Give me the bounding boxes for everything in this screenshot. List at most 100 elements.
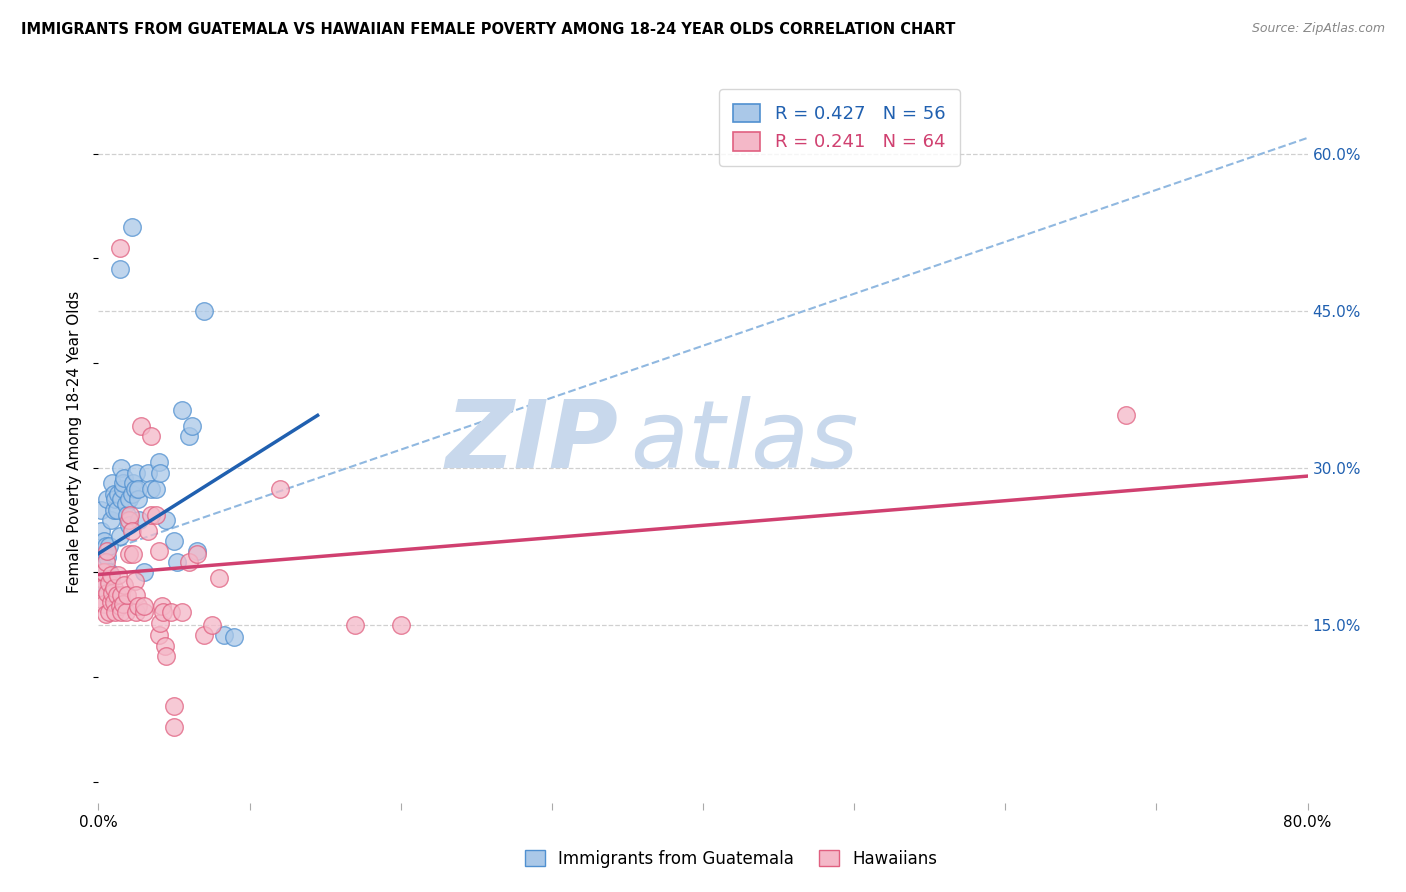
Point xyxy=(389,617,412,632)
Point xyxy=(91,581,114,595)
Point xyxy=(136,466,159,480)
Point xyxy=(98,605,121,619)
Point xyxy=(98,539,121,553)
Point xyxy=(136,524,159,538)
Text: IMMIGRANTS FROM GUATEMALA VS HAWAIIAN FEMALE POVERTY AMONG 18-24 YEAR OLDS CORRE: IMMIGRANTS FROM GUATEMALA VS HAWAIIAN FE… xyxy=(21,22,956,37)
Point xyxy=(181,418,204,433)
Point xyxy=(90,591,112,606)
Point xyxy=(96,586,118,600)
Point xyxy=(201,617,224,632)
Point xyxy=(110,589,132,603)
Point xyxy=(118,513,141,527)
Point xyxy=(121,524,143,538)
Point xyxy=(148,544,170,558)
Point xyxy=(89,571,111,585)
Point xyxy=(125,466,148,480)
Point xyxy=(141,429,163,443)
Point xyxy=(127,492,149,507)
Point xyxy=(110,460,132,475)
Point xyxy=(105,589,128,603)
Point xyxy=(186,544,208,558)
Point xyxy=(155,649,177,664)
Point xyxy=(118,518,141,533)
Point xyxy=(170,605,193,619)
Point xyxy=(94,581,117,595)
Point xyxy=(115,589,138,603)
Point xyxy=(193,628,215,642)
Point xyxy=(108,241,131,255)
Point xyxy=(103,502,125,516)
Point xyxy=(103,581,125,595)
Point xyxy=(269,482,291,496)
Point xyxy=(90,502,112,516)
Point xyxy=(100,595,122,609)
Point xyxy=(94,555,117,569)
Point xyxy=(94,539,117,553)
Point xyxy=(104,492,127,507)
Point xyxy=(160,605,183,619)
Point xyxy=(132,605,155,619)
Point xyxy=(100,567,122,582)
Text: ZIP: ZIP xyxy=(446,395,619,488)
Point xyxy=(166,555,188,569)
Point xyxy=(118,547,141,561)
Point xyxy=(103,487,125,501)
Legend: R = 0.427   N = 56, R = 0.241   N = 64: R = 0.427 N = 56, R = 0.241 N = 64 xyxy=(718,89,960,166)
Point xyxy=(100,571,122,585)
Point xyxy=(93,566,115,580)
Point xyxy=(104,605,127,619)
Point xyxy=(121,219,143,234)
Point xyxy=(107,567,129,582)
Y-axis label: Female Poverty Among 18-24 Year Olds: Female Poverty Among 18-24 Year Olds xyxy=(67,291,83,592)
Point xyxy=(179,555,201,569)
Point xyxy=(110,492,132,507)
Point xyxy=(149,466,172,480)
Point xyxy=(141,508,163,522)
Point xyxy=(152,605,174,619)
Point xyxy=(105,502,128,516)
Text: atlas: atlas xyxy=(630,396,859,487)
Point xyxy=(100,513,122,527)
Point xyxy=(145,482,167,496)
Point xyxy=(93,560,115,574)
Point xyxy=(124,482,146,496)
Point xyxy=(145,508,167,522)
Point xyxy=(108,599,131,613)
Point xyxy=(115,508,138,522)
Point xyxy=(344,617,367,632)
Text: Source: ZipAtlas.com: Source: ZipAtlas.com xyxy=(1251,22,1385,36)
Point xyxy=(107,487,129,501)
Point xyxy=(127,599,149,613)
Point xyxy=(141,482,163,496)
Point xyxy=(112,471,135,485)
Point xyxy=(121,487,143,501)
Point xyxy=(128,513,150,527)
Point xyxy=(111,482,134,496)
Point xyxy=(93,534,115,549)
Point xyxy=(98,575,121,590)
Point xyxy=(93,597,115,611)
Point xyxy=(122,547,145,561)
Point xyxy=(108,261,131,276)
Point xyxy=(153,639,176,653)
Point xyxy=(90,524,112,538)
Point xyxy=(98,566,121,580)
Point xyxy=(163,699,186,714)
Point xyxy=(124,574,146,588)
Point xyxy=(120,508,142,522)
Point xyxy=(111,476,134,491)
Point xyxy=(91,566,114,580)
Point xyxy=(101,476,124,491)
Point xyxy=(132,566,155,580)
Point xyxy=(186,547,208,561)
Point xyxy=(155,513,177,527)
Point xyxy=(125,605,148,619)
Point xyxy=(212,628,235,642)
Legend: Immigrants from Guatemala, Hawaiians: Immigrants from Guatemala, Hawaiians xyxy=(519,844,943,875)
Point xyxy=(193,303,215,318)
Point xyxy=(150,599,173,613)
Point xyxy=(111,597,134,611)
Point xyxy=(122,476,145,491)
Point xyxy=(89,555,111,569)
Point xyxy=(1115,409,1137,423)
